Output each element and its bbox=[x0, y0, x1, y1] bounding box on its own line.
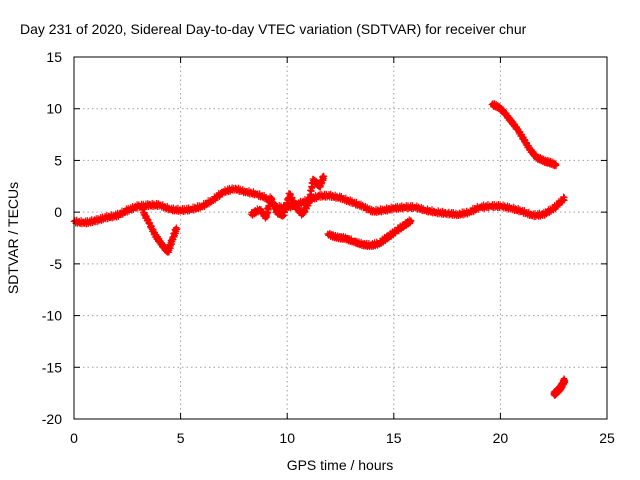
x-tick-label: 15 bbox=[386, 430, 402, 446]
data-point bbox=[561, 377, 569, 384]
grid-lines bbox=[74, 57, 607, 419]
x-tick-label: 0 bbox=[70, 430, 78, 446]
x-tick-labels: 0 5 10 15 20 25 bbox=[70, 430, 615, 446]
plot-frame bbox=[73, 56, 608, 420]
data-point bbox=[561, 194, 568, 201]
y-tick-label: 10 bbox=[46, 101, 62, 117]
y-tick-label: 5 bbox=[54, 152, 62, 168]
y-tick-label: 0 bbox=[54, 204, 62, 220]
y-tick-labels: -20 -15 -10 -5 0 5 10 15 bbox=[42, 49, 62, 427]
y-axis-label: SDTVAR / TECUs bbox=[5, 182, 21, 294]
data-point bbox=[560, 193, 567, 201]
y-tick-label: -15 bbox=[42, 359, 62, 375]
data-point bbox=[552, 161, 560, 168]
x-axis-label: GPS time / hours bbox=[287, 457, 394, 473]
x-tick-label: 25 bbox=[599, 430, 615, 446]
data-point bbox=[173, 224, 180, 231]
y-tick-label: 15 bbox=[46, 49, 62, 65]
data-points bbox=[70, 100, 569, 399]
y-tick-label: -10 bbox=[42, 308, 62, 324]
x-tick-label: 10 bbox=[279, 430, 295, 446]
y-tick-label: -20 bbox=[42, 411, 62, 427]
chart-title: Day 231 of 2020, Sidereal Day-to-day VTE… bbox=[20, 21, 527, 37]
data-point bbox=[407, 217, 415, 224]
x-tick-label: 5 bbox=[177, 430, 185, 446]
data-point bbox=[320, 172, 327, 180]
x-tick-label: 20 bbox=[493, 430, 509, 446]
y-tick-label: -5 bbox=[50, 256, 63, 272]
data-point bbox=[561, 376, 568, 383]
